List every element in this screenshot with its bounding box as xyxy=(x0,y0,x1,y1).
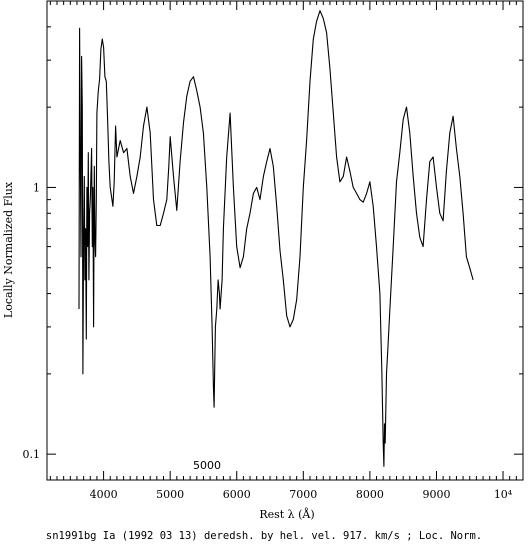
y-tick-label: 1 xyxy=(33,181,40,194)
y-axis-title: Locally Normalized Flux xyxy=(2,181,15,318)
footer-caption: sn1991bg Ia (1992 03 13) deredsh. by hel… xyxy=(46,530,482,542)
y-minor-ticks xyxy=(47,26,523,375)
inset-label: 5000 xyxy=(193,459,221,472)
spectrum-line xyxy=(78,10,474,467)
x-tick-label: 9000 xyxy=(422,488,450,501)
x-axis-title: Rest λ (Å) xyxy=(259,507,314,521)
x-tick-label: 5000 xyxy=(156,488,184,501)
x-tick-label: 10⁴ xyxy=(494,488,513,501)
x-tick-label: 8000 xyxy=(356,488,384,501)
x-tick-label: 7000 xyxy=(289,488,317,501)
y-major-ticks: 0.11 xyxy=(23,181,523,461)
x-minor-ticks xyxy=(49,1,524,480)
y-tick-label: 0.1 xyxy=(23,448,41,461)
series-layer xyxy=(78,10,474,467)
x-major-ticks: 4000 5000 6000 7000 8000 9000 10⁴ xyxy=(90,1,513,501)
x-tick-label: 6000 xyxy=(223,488,251,501)
x-tick-label: 4000 xyxy=(90,488,118,501)
plot-frame xyxy=(46,0,524,481)
